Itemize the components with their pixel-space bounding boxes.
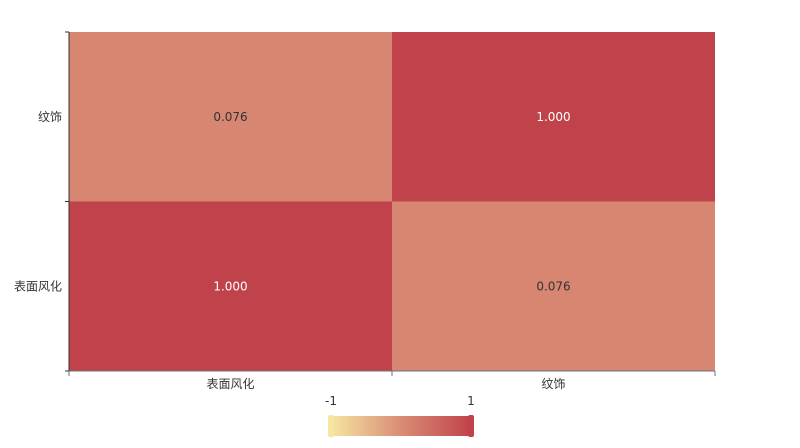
legend-max-handle[interactable] [468, 415, 474, 437]
heatmap-cell [69, 201, 392, 371]
cell-value-label: 0.076 [213, 110, 247, 124]
heatmap-cell [392, 32, 715, 202]
x-axis-tick-label: 表面风化 [206, 377, 254, 391]
x-axis-tick-label: 纹饰 [541, 377, 565, 391]
cell-value-label: 1.000 [536, 110, 570, 124]
legend-max-label: 1 [467, 394, 475, 408]
y-axis-tick-label: 纹饰 [38, 110, 62, 124]
heatmap-cell [69, 32, 392, 202]
legend-min-handle[interactable] [328, 415, 334, 437]
cell-value-label: 1.000 [213, 279, 247, 293]
legend-min-label: -1 [325, 394, 337, 408]
heatmap-cell [392, 201, 715, 371]
legend-color-bar [331, 416, 471, 436]
y-axis-tick-label: 表面风化 [14, 279, 62, 293]
cell-value-label: 0.076 [536, 279, 570, 293]
